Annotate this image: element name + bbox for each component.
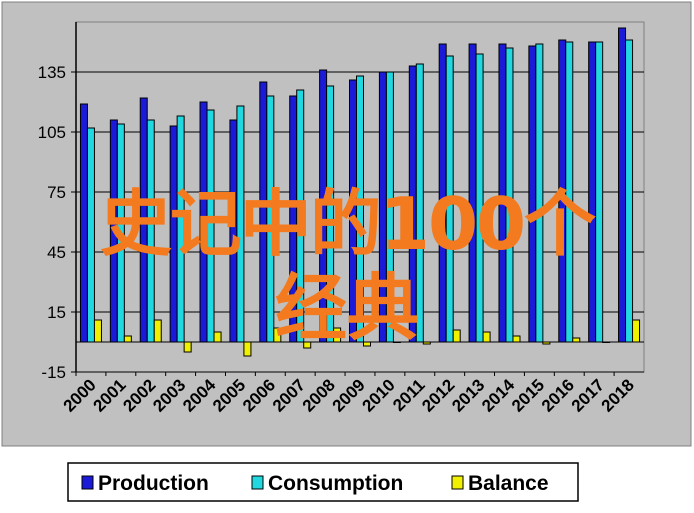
bar-series bbox=[79, 27, 641, 357]
y-tick-label: 75 bbox=[47, 183, 66, 202]
legend-swatch-balance bbox=[451, 475, 464, 490]
bar-consumption-2006 bbox=[266, 95, 275, 343]
bar-production-2004 bbox=[199, 101, 208, 343]
bar-consumption-2000 bbox=[86, 127, 95, 343]
y-tick-label: 135 bbox=[38, 63, 66, 82]
bar-consumption-2008 bbox=[326, 85, 335, 343]
bar-balance-2014 bbox=[512, 335, 521, 343]
bar-production-2016 bbox=[558, 39, 567, 343]
bar-balance-2016 bbox=[572, 337, 581, 343]
bar-production-2011 bbox=[408, 65, 417, 343]
bar-production-2018 bbox=[618, 27, 627, 343]
bar-balance-2008 bbox=[333, 327, 342, 343]
bar-consumption-2004 bbox=[206, 109, 215, 343]
bar-production-2012 bbox=[438, 43, 447, 343]
bar-consumption-2007 bbox=[296, 89, 305, 343]
bar-consumption-2009 bbox=[356, 75, 364, 343]
legend: Production Consumption Balance bbox=[67, 462, 579, 502]
y-tick-label: 45 bbox=[47, 243, 66, 262]
legend-swatch-production bbox=[81, 475, 94, 490]
legend-box bbox=[67, 462, 579, 502]
bar-consumption-2003 bbox=[176, 115, 185, 343]
bar-consumption-2015 bbox=[535, 43, 544, 343]
bar-balance-2000 bbox=[93, 319, 102, 343]
bar-production-2003 bbox=[169, 125, 178, 343]
legend-label-balance: Balance bbox=[468, 472, 549, 495]
bar-production-2010 bbox=[378, 71, 387, 343]
bar-consumption-2011 bbox=[415, 63, 424, 343]
y-tick-label: -15 bbox=[41, 363, 66, 382]
bar-production-2017 bbox=[588, 41, 597, 343]
bar-balance-2009 bbox=[363, 341, 371, 347]
bar-production-2002 bbox=[139, 97, 148, 343]
bar-balance-2001 bbox=[123, 335, 132, 343]
bar-balance-2002 bbox=[153, 319, 162, 343]
legend-label-production: Production bbox=[98, 472, 209, 495]
bar-consumption-2012 bbox=[445, 55, 454, 343]
bar-production-2007 bbox=[289, 95, 298, 343]
bar-balance-2012 bbox=[452, 329, 461, 343]
bar-consumption-2013 bbox=[475, 53, 484, 343]
bar-balance-2005 bbox=[243, 341, 252, 357]
bar-balance-2004 bbox=[213, 331, 222, 343]
bar-consumption-2005 bbox=[236, 105, 245, 343]
bar-production-2009 bbox=[349, 79, 357, 343]
bar-production-2005 bbox=[229, 119, 238, 343]
y-axis-ticks: -15 15 45 75 105 135 bbox=[38, 63, 76, 382]
bar-production-2008 bbox=[319, 69, 328, 343]
legend-swatch-consumption bbox=[251, 475, 264, 490]
bar-balance-2013 bbox=[482, 331, 491, 343]
bar-production-2001 bbox=[109, 119, 118, 343]
bar-consumption-2016 bbox=[565, 41, 574, 343]
bar-balance-2018 bbox=[632, 319, 641, 343]
legend-label-consumption: Consumption bbox=[268, 472, 403, 495]
bar-consumption-2017 bbox=[595, 41, 604, 343]
bar-production-2006 bbox=[259, 81, 268, 343]
bar-production-2013 bbox=[468, 43, 477, 343]
bar-balance-2006 bbox=[273, 327, 282, 343]
bar-balance-2007 bbox=[303, 341, 312, 349]
bar-balance-2003 bbox=[183, 341, 192, 353]
bar-production-2015 bbox=[528, 45, 537, 343]
y-tick-label: 105 bbox=[38, 123, 66, 142]
bar-consumption-2002 bbox=[146, 119, 155, 343]
bar-production-2014 bbox=[498, 43, 507, 343]
bar-consumption-2014 bbox=[505, 47, 514, 343]
y-tick-label: 15 bbox=[47, 303, 66, 322]
bar-consumption-2018 bbox=[625, 39, 634, 343]
bar-consumption-2010 bbox=[385, 71, 394, 343]
bar-consumption-2001 bbox=[116, 123, 125, 343]
bar-production-2000 bbox=[79, 103, 88, 343]
